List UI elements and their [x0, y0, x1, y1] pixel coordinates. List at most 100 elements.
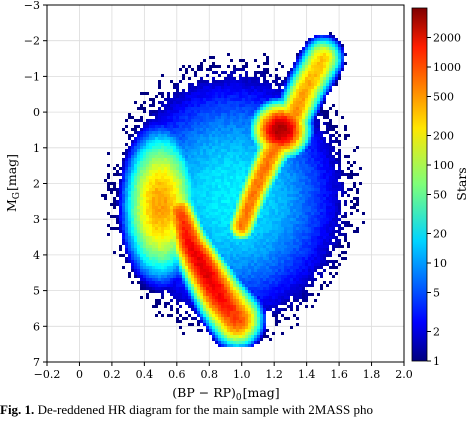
heatmap-cell: [197, 248, 200, 251]
heatmap-cell: [266, 209, 269, 212]
heatmap-cell: [164, 122, 167, 125]
heatmap-cell: [182, 230, 185, 233]
heatmap-cell: [335, 203, 338, 206]
heatmap-cell: [290, 176, 293, 179]
heatmap-cell: [215, 185, 218, 188]
heatmap-cell: [233, 170, 236, 173]
heatmap-cell: [197, 239, 200, 242]
heatmap-cell: [329, 158, 332, 161]
heatmap-cell: [305, 44, 308, 47]
heatmap-cell: [146, 185, 149, 188]
heatmap-cell: [326, 170, 329, 173]
heatmap-cell: [203, 209, 206, 212]
heatmap-cell: [287, 158, 290, 161]
heatmap-cell: [146, 179, 149, 182]
heatmap-cell: [248, 137, 251, 140]
heatmap-cell: [293, 227, 296, 230]
heatmap-cell: [242, 188, 245, 191]
heatmap-cell: [167, 110, 170, 113]
heatmap-cell: [299, 104, 302, 107]
heatmap-cell: [287, 176, 290, 179]
heatmap-cell: [200, 176, 203, 179]
heatmap-cell: [134, 260, 137, 263]
heatmap-cell: [236, 236, 239, 239]
heatmap-cell: [320, 218, 323, 221]
heatmap-cell: [146, 173, 149, 176]
heatmap-cell: [206, 134, 209, 137]
heatmap-cell: [251, 248, 254, 251]
heatmap-cell: [248, 269, 251, 272]
heatmap-cell: [320, 248, 323, 251]
heatmap-cell: [248, 92, 251, 95]
heatmap-cell: [221, 122, 224, 125]
heatmap-cell: [347, 242, 350, 245]
heatmap-cell: [218, 206, 221, 209]
heatmap-cell: [272, 113, 275, 116]
heatmap-cell: [233, 80, 236, 83]
heatmap-cell: [209, 272, 212, 275]
heatmap-cell: [203, 98, 206, 101]
heatmap-cell: [278, 62, 281, 65]
heatmap-cell: [245, 167, 248, 170]
heatmap-cell: [299, 224, 302, 227]
heatmap-cell: [311, 101, 314, 104]
heatmap-cell: [167, 98, 170, 101]
heatmap-cell: [185, 125, 188, 128]
heatmap-cell: [308, 101, 311, 104]
heatmap-cell: [212, 227, 215, 230]
heatmap-cell: [155, 143, 158, 146]
heatmap-cell: [200, 182, 203, 185]
heatmap-cell: [296, 188, 299, 191]
heatmap-cell: [167, 185, 170, 188]
heatmap-cell: [308, 83, 311, 86]
heatmap-cell: [299, 119, 302, 122]
heatmap-cell: [323, 98, 326, 101]
heatmap-cell: [164, 176, 167, 179]
heatmap-cell: [128, 188, 131, 191]
heatmap-cell: [281, 236, 284, 239]
heatmap-cell: [254, 233, 257, 236]
heatmap-cell: [245, 71, 248, 74]
heatmap-cell: [287, 245, 290, 248]
heatmap-cell: [227, 158, 230, 161]
heatmap-cell: [305, 134, 308, 137]
heatmap-cell: [335, 110, 338, 113]
heatmap-cell: [302, 251, 305, 254]
heatmap-cell: [200, 197, 203, 200]
heatmap-cell: [155, 233, 158, 236]
heatmap-cell: [167, 197, 170, 200]
heatmap-cell: [278, 179, 281, 182]
heatmap-cell: [329, 191, 332, 194]
heatmap-cell: [170, 146, 173, 149]
heatmap-cell: [194, 137, 197, 140]
heatmap-cell: [332, 35, 335, 38]
heatmap-cell: [140, 143, 143, 146]
heatmap-cell: [176, 86, 179, 89]
heatmap-cell: [257, 80, 260, 83]
heatmap-cell: [164, 134, 167, 137]
heatmap-cell: [221, 146, 224, 149]
heatmap-cell: [239, 167, 242, 170]
heatmap-cell: [179, 248, 182, 251]
heatmap-cell: [191, 200, 194, 203]
heatmap-cell: [311, 110, 314, 113]
heatmap-cell: [281, 179, 284, 182]
heatmap-cell: [149, 152, 152, 155]
heatmap-cell: [356, 227, 359, 230]
heatmap-cell: [230, 197, 233, 200]
heatmap-cell: [140, 281, 143, 284]
heatmap-cell: [278, 122, 281, 125]
heatmap-cell: [218, 242, 221, 245]
heatmap-cell: [284, 230, 287, 233]
heatmap-cell: [170, 167, 173, 170]
heatmap-cell: [152, 125, 155, 128]
heatmap-cell: [317, 95, 320, 98]
heatmap-cell: [323, 182, 326, 185]
heatmap-cell: [311, 113, 314, 116]
heatmap-cell: [257, 242, 260, 245]
heatmap-cell: [302, 50, 305, 53]
heatmap-cell: [185, 209, 188, 212]
heatmap-cell: [299, 233, 302, 236]
heatmap-cell: [227, 86, 230, 89]
heatmap-cell: [296, 68, 299, 71]
